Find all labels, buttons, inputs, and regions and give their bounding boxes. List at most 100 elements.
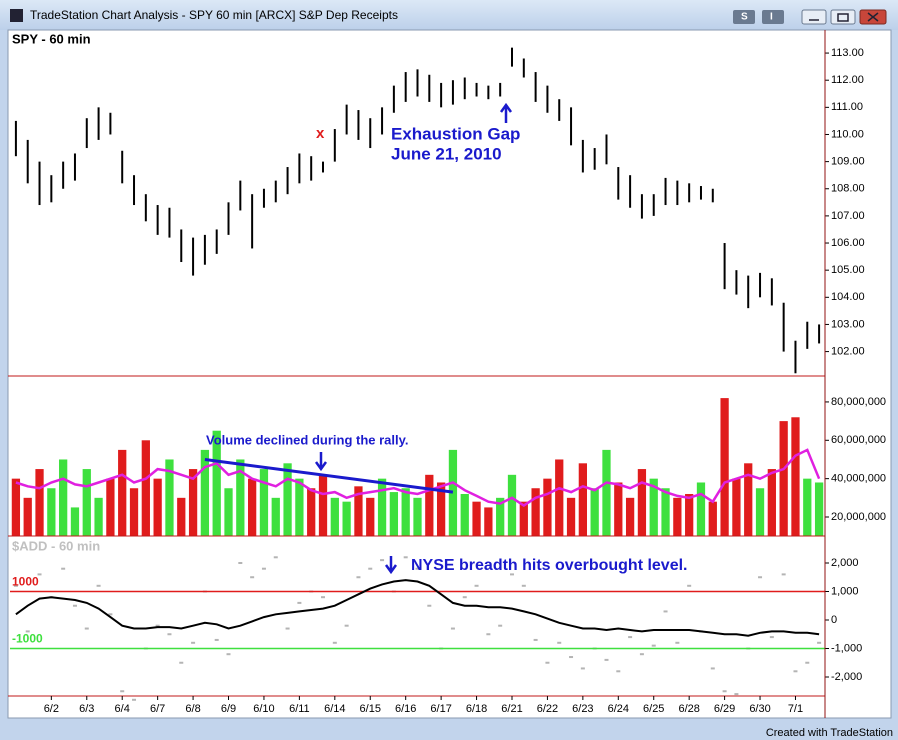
volume-bar <box>555 459 564 536</box>
volume-bar <box>637 469 647 536</box>
y-tick-label: 108.00 <box>831 183 865 195</box>
volume-bar <box>413 497 422 536</box>
x-tick-label: 6/14 <box>324 703 345 715</box>
y-tick-label: 113.00 <box>831 47 864 59</box>
y-tick-label: 2,000 <box>831 557 859 569</box>
volume-bar <box>94 497 103 536</box>
x-tick-label: 6/30 <box>749 703 770 715</box>
i-button[interactable] <box>762 10 784 24</box>
i-button-label: I <box>770 12 773 23</box>
volume-bar <box>224 488 233 536</box>
volume-bar <box>720 398 729 536</box>
volume-bar <box>685 493 694 536</box>
volume-bar <box>436 482 446 536</box>
x-tick-label: 6/9 <box>221 703 236 715</box>
volume-bar <box>23 497 32 536</box>
footer: Created with TradeStation <box>766 727 893 739</box>
y-tick-label: 107.00 <box>831 210 865 222</box>
x-tick-label: 6/8 <box>185 703 200 715</box>
volume-bar <box>602 449 611 536</box>
volume-bar <box>82 469 91 536</box>
volume-bar <box>236 459 245 536</box>
window-control-glyphs <box>809 12 879 22</box>
y-tick-label: 60,000,000 <box>831 434 886 446</box>
volume-bar <box>566 497 576 536</box>
maximize-button[interactable] <box>830 9 856 25</box>
volume-bar <box>259 469 269 536</box>
y-tick-label: -2,000 <box>831 671 862 683</box>
volume-bar <box>484 507 493 536</box>
x-tick-label: 6/10 <box>253 703 274 715</box>
volume-bar <box>307 488 316 536</box>
volume-bar <box>11 478 21 536</box>
level-label: -1000 <box>12 632 43 646</box>
volume-bar <box>661 488 670 536</box>
volume-bar <box>732 478 741 536</box>
y-tick-label: 80,000,000 <box>831 396 886 408</box>
volume-bar <box>70 507 80 536</box>
volume-bar <box>354 486 363 536</box>
volume-bar <box>165 459 174 536</box>
price-title: SPY - 60 min <box>12 31 91 46</box>
volume-bar <box>543 478 552 536</box>
volume-bar <box>200 449 210 536</box>
volume-bar <box>47 488 56 536</box>
volume-bar <box>389 492 399 536</box>
volume-bar <box>625 497 635 536</box>
x-tick-label: 6/17 <box>430 703 451 715</box>
volume-bar <box>649 478 658 536</box>
y-tick-label: 112.00 <box>831 74 864 86</box>
volume-bar <box>578 463 587 536</box>
y-tick-label: 105.00 <box>831 264 865 276</box>
volume-bar <box>283 463 292 536</box>
x-tick-label: 6/21 <box>501 703 522 715</box>
volume-bar <box>188 469 198 536</box>
x-tick-label: 6/2 <box>44 703 59 715</box>
level-label: 1000 <box>12 575 39 589</box>
minimize-button[interactable] <box>801 9 827 25</box>
volume-bar <box>35 469 44 536</box>
volume-bar <box>318 474 328 536</box>
x-tick-label: 6/15 <box>360 703 381 715</box>
volume-bar <box>755 488 765 536</box>
volume-bar <box>401 488 410 536</box>
annotation: Volume declined during the rally. <box>206 432 409 447</box>
s-button[interactable] <box>733 10 755 24</box>
x-tick-label: 6/11 <box>289 703 310 715</box>
volume-bar <box>472 501 481 536</box>
y-tick-label: 103.00 <box>831 318 865 330</box>
add-average <box>15 579 820 637</box>
volume-bar <box>330 497 339 536</box>
y-tick-label: 102.00 <box>831 345 865 357</box>
x-tick-label: 6/18 <box>466 703 487 715</box>
volume-bar <box>791 417 800 536</box>
y-tick-label: 109.00 <box>831 156 865 168</box>
volume-bar <box>106 478 115 536</box>
add-title: $ADD - 60 min <box>12 538 100 553</box>
arrow <box>499 102 513 123</box>
y-tick-label: 111.00 <box>831 101 863 113</box>
volume-bar <box>744 463 753 536</box>
y-tick-label: 104.00 <box>831 291 865 303</box>
volume-bar <box>696 482 706 536</box>
y-tick-label: -1,000 <box>831 642 862 654</box>
x-tick-label: 6/3 <box>79 703 94 715</box>
volume-bar <box>507 474 517 536</box>
x-tick-label: 7/1 <box>788 703 803 715</box>
y-tick-label: 0 <box>831 614 837 626</box>
x-tick-label: 6/29 <box>714 703 735 715</box>
x-tick-label: 6/4 <box>115 703 130 715</box>
volume-bar <box>590 488 599 536</box>
volume-bar <box>366 497 375 536</box>
x-tick-label: 6/25 <box>643 703 664 715</box>
volume-bar <box>779 421 788 536</box>
volume-bar <box>614 482 623 536</box>
x-tick-label: 6/28 <box>678 703 699 715</box>
volume-bar <box>448 449 458 536</box>
volume-bar <box>141 440 150 536</box>
volume-bar <box>295 478 304 536</box>
volume-bar <box>248 478 257 536</box>
volume-bar <box>377 478 387 536</box>
volume-bar <box>814 482 824 536</box>
volume-bar <box>531 488 540 536</box>
